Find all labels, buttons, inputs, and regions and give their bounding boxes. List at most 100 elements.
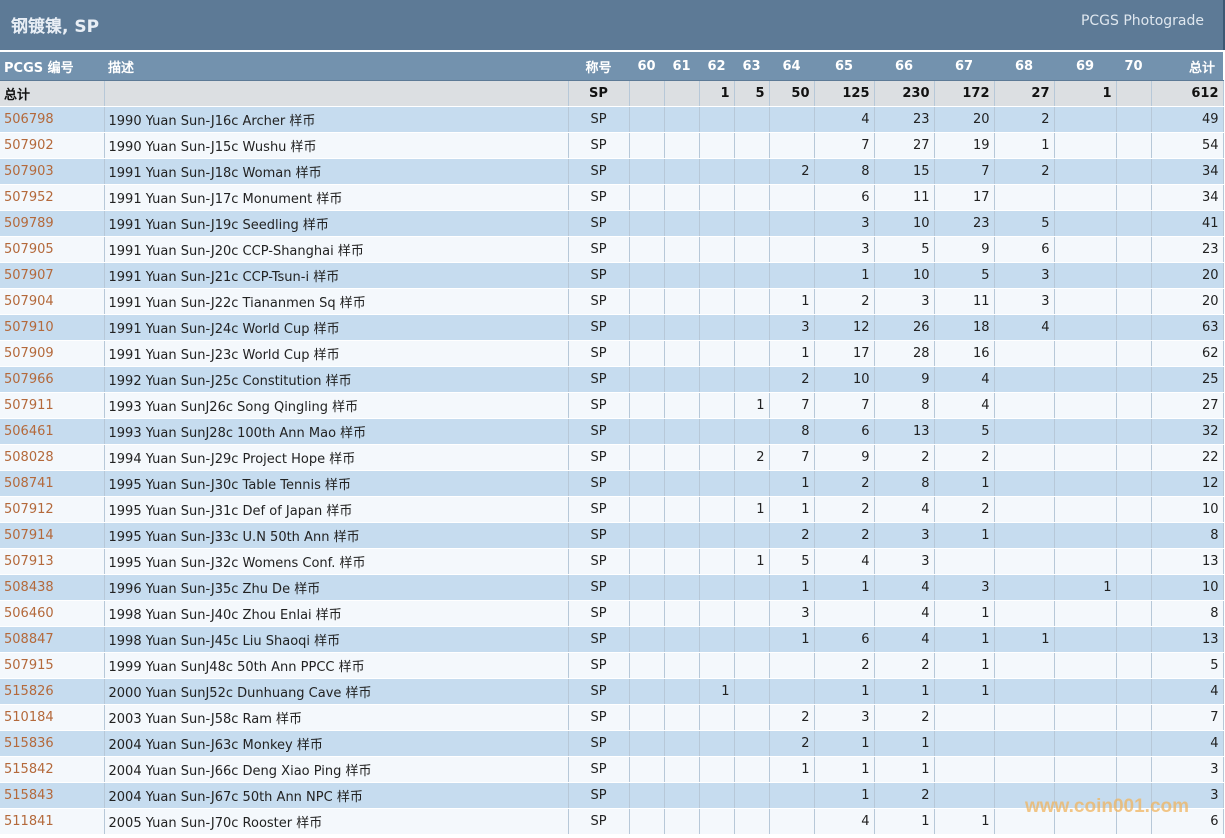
grade-count-cell: 2 xyxy=(814,522,875,549)
grade-count-cell xyxy=(769,652,815,679)
pcgs-number-link[interactable]: 508741 xyxy=(4,476,54,491)
table-row: 507913 1995 Yuan Sun-J32c Womens Conf. 样币… xyxy=(0,548,1224,575)
grade-count-cell xyxy=(734,184,770,211)
grade-count-cell: 8 xyxy=(874,392,935,419)
photograde-link[interactable]: PCGS Photograde xyxy=(1080,13,1204,29)
grade-count-cell xyxy=(769,808,815,835)
pcgs-number-link[interactable]: 510184 xyxy=(4,710,54,725)
grade-count-cell: 1 xyxy=(814,756,875,783)
designation-cell: SP xyxy=(568,678,630,705)
grade-count-cell: 1 xyxy=(934,652,995,679)
grade-count-cell xyxy=(1054,704,1117,731)
column-header-grade: 61 xyxy=(664,52,699,81)
grade-count-cell xyxy=(699,340,735,367)
grade-count-cell: 2 xyxy=(814,470,875,497)
grade-count-cell: 4 xyxy=(874,496,935,523)
pcgs-number-link[interactable]: 507912 xyxy=(4,502,54,517)
column-header-grade: 68 xyxy=(994,52,1054,81)
table-row: 507909 1991 Yuan Sun-J23c World Cup 样币 SP 1… xyxy=(0,340,1224,367)
grade-count-cell xyxy=(629,626,665,653)
pcgs-number-link[interactable]: 507907 xyxy=(4,268,54,283)
row-total-cell: 23 xyxy=(1151,236,1224,263)
grade-count-cell xyxy=(1054,184,1117,211)
pcgs-number-cell: 507910 xyxy=(0,314,105,341)
row-total-cell: 5 xyxy=(1151,652,1224,679)
designation-cell: SP xyxy=(568,158,630,185)
grade-count-cell: 3 xyxy=(874,522,935,549)
column-header-grade: 63 xyxy=(734,52,769,81)
row-total-cell: 10 xyxy=(1151,496,1224,523)
pcgs-number-link[interactable]: 515826 xyxy=(4,684,54,699)
grade-count-cell xyxy=(629,392,665,419)
grade-count-cell xyxy=(734,782,770,809)
totals-grade-count: 1 xyxy=(1054,80,1117,107)
grade-count-cell xyxy=(1116,626,1152,653)
grade-count-cell: 8 xyxy=(814,158,875,185)
grade-count-cell xyxy=(994,704,1055,731)
grade-count-cell: 1 xyxy=(769,756,815,783)
pcgs-number-link[interactable]: 508028 xyxy=(4,450,54,465)
pcgs-number-link[interactable]: 507905 xyxy=(4,242,54,257)
grade-count-cell xyxy=(734,808,770,835)
pcgs-number-link[interactable]: 507904 xyxy=(4,294,54,309)
grade-count-cell xyxy=(699,574,735,601)
grade-count-cell xyxy=(1116,236,1152,263)
grade-count-cell: 2 xyxy=(934,496,995,523)
pcgs-number-link[interactable]: 507911 xyxy=(4,398,54,413)
grade-count-cell: 7 xyxy=(769,392,815,419)
pcgs-number-link[interactable]: 509789 xyxy=(4,216,54,231)
column-header-grade: 69 xyxy=(1054,52,1116,81)
designation-cell: SP xyxy=(568,600,630,627)
totals-grade-count xyxy=(664,80,700,107)
pcgs-number-link[interactable]: 515843 xyxy=(4,788,54,803)
designation-cell: SP xyxy=(568,418,630,445)
grade-count-cell xyxy=(1116,340,1152,367)
grade-count-cell xyxy=(664,262,700,289)
column-header-grade: 70 xyxy=(1116,52,1151,81)
totals-row: 总计 SP 1 5 50 125 230 172 27 1 612 xyxy=(0,80,1224,107)
grade-count-cell xyxy=(1116,548,1152,575)
coin-description: 1995 Yuan Sun-J30c Table Tennis 样币 xyxy=(104,470,569,497)
grade-count-cell: 4 xyxy=(934,392,995,419)
table-row: 515836 2004 Yuan Sun-J63c Monkey 样币 SP 2 1 1 4 xyxy=(0,730,1224,757)
pcgs-number-link[interactable]: 508438 xyxy=(4,580,54,595)
coin-description: 1993 Yuan SunJ28c 100th Ann Mao 样币 xyxy=(104,418,569,445)
pcgs-number-link[interactable]: 511841 xyxy=(4,814,54,829)
pcgs-number-link[interactable]: 515836 xyxy=(4,736,54,751)
pcgs-number-link[interactable]: 507914 xyxy=(4,528,54,543)
pcgs-number-link[interactable]: 507909 xyxy=(4,346,54,361)
pcgs-number-link[interactable]: 506798 xyxy=(4,112,54,127)
pcgs-number-link[interactable]: 515842 xyxy=(4,762,54,777)
pcgs-number-link[interactable]: 507952 xyxy=(4,190,54,205)
column-header-total: 总计 xyxy=(1151,52,1223,81)
pcgs-number-link[interactable]: 507913 xyxy=(4,554,54,569)
designation-cell: SP xyxy=(568,808,630,835)
grade-count-cell xyxy=(629,496,665,523)
pcgs-number-link[interactable]: 507966 xyxy=(4,372,54,387)
pcgs-number-cell: 507913 xyxy=(0,548,105,575)
totals-grade-count: 50 xyxy=(769,80,815,107)
grade-count-cell: 2 xyxy=(769,522,815,549)
column-header-id: PCGS 编号 xyxy=(0,52,104,81)
grade-count-cell xyxy=(664,340,700,367)
table-row: 506460 1998 Yuan Sun-J40c Zhou Enlai 样币 SP… xyxy=(0,600,1224,627)
pcgs-number-link[interactable]: 506460 xyxy=(4,606,54,621)
grade-count-cell xyxy=(1054,132,1117,159)
grade-count-cell: 2 xyxy=(994,106,1055,133)
grade-count-cell: 1 xyxy=(934,626,995,653)
grade-count-cell xyxy=(1116,184,1152,211)
pcgs-number-link[interactable]: 507910 xyxy=(4,320,54,335)
grade-count-cell: 1 xyxy=(769,470,815,497)
grade-count-cell xyxy=(1116,470,1152,497)
pcgs-number-link[interactable]: 507915 xyxy=(4,658,54,673)
designation-cell: SP xyxy=(568,782,630,809)
pcgs-number-link[interactable]: 508847 xyxy=(4,632,54,647)
grade-count-cell: 5 xyxy=(934,262,995,289)
pcgs-number-link[interactable]: 506461 xyxy=(4,424,54,439)
grade-count-cell xyxy=(1116,444,1152,471)
pcgs-number-link[interactable]: 507903 xyxy=(4,164,54,179)
grade-count-cell xyxy=(629,288,665,315)
grade-count-cell xyxy=(1116,756,1152,783)
pcgs-number-link[interactable]: 507902 xyxy=(4,138,54,153)
grade-count-cell xyxy=(699,158,735,185)
